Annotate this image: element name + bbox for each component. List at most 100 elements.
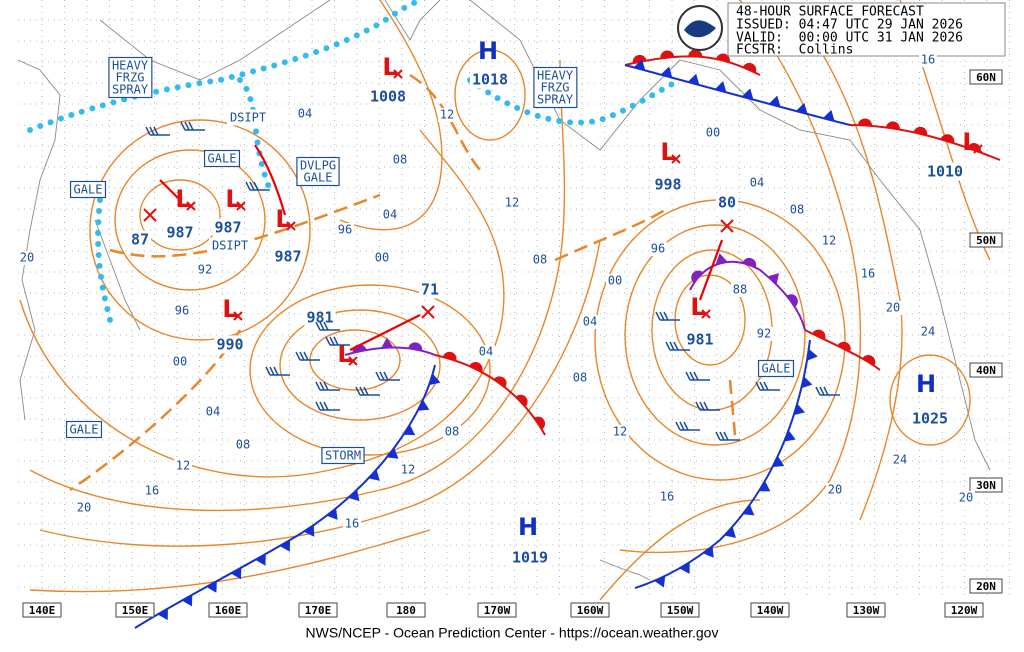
front-symbol [654,575,666,588]
isobar [339,0,443,231]
coast [384,0,441,41]
isobar-label: 12 [401,463,415,477]
center-x [701,309,711,319]
area-label: GALE [65,420,103,439]
center-x [236,201,246,211]
header-forecaster: FCSTR: Collins [736,43,853,58]
isobar-label: 04 [383,208,397,222]
isobar-label: 20 [828,483,842,497]
front-symbol [768,95,781,107]
isobar [19,129,505,478]
area-label-text: DSIPT [212,239,248,253]
front-symbol [837,341,851,352]
trough [554,208,666,262]
isobar-label: 04 [750,176,764,190]
isobar-label-bg [859,267,877,281]
isobar-label-bg [196,263,214,277]
isobar-label: 92 [198,263,212,277]
isobar-label-bg [658,490,676,504]
isobar-label: 16 [660,490,674,504]
area-label-text: HEAVY [537,69,574,83]
center-x [233,311,243,321]
label-bg [272,247,304,266]
label-box [477,602,517,618]
center-symbol: L [275,205,290,233]
isobar-label: 12 [505,196,519,210]
area-label: GALE [757,359,795,378]
isobar [29,529,431,593]
isobar-label: 12 [822,234,836,248]
isobar-label: 08 [236,438,250,452]
label-box [969,477,1003,493]
wind-barb [325,336,350,346]
center-x [143,208,157,222]
wind-barb [755,381,780,391]
center-pressure: 990 [216,336,243,354]
front-symbol [758,481,771,492]
longitude-label: 140W [750,602,790,618]
front-symbol [806,348,818,361]
area-label-text: FRZG [541,81,570,95]
isobar-label: 16 [145,484,159,498]
center-symbol: H [478,37,498,65]
front-symbol [403,424,416,436]
wind-barb [715,431,740,441]
grid [18,0,1010,600]
latitude-label: 60N [969,69,1003,85]
longitude-label: 180 [386,602,426,618]
isobar-label: 08 [393,153,407,167]
latitude-label: 50N [969,232,1003,248]
isobar-label-bg [919,325,937,339]
arrow [349,314,421,351]
center-pressure: 987 [214,219,241,237]
center-pressure: 987 [166,224,193,242]
area-label-text: HEAVY [112,59,149,73]
center-pressure: 1025 [912,410,948,428]
label-box [115,602,155,618]
coast [94,219,141,331]
front-symbol [862,355,876,366]
front-symbol [767,273,780,285]
wind-barb [355,386,380,396]
label-bg [214,335,246,354]
isobar-label-bg [820,234,838,248]
isobar [619,0,862,554]
front-symbol [381,337,394,348]
header-issued: ISSUED: 04:47 UTC 29 JAN 2026 [736,18,963,33]
front-symbol [515,394,528,407]
isobar-label: 96 [651,242,665,256]
wind-barb [245,181,270,191]
pressure-center: 87 [128,208,157,249]
isobar-label: 04 [298,107,312,121]
isobar-label-bg [606,274,624,288]
center-pressure: 1008 [370,88,406,106]
center-pressure: 1018 [472,71,508,89]
latitude-text: 60N [976,71,996,84]
isobar-label: 04 [206,405,220,419]
longitude-text: 170E [305,604,332,617]
pressure-center: H 1018 [469,37,511,89]
center-symbol: L [337,340,352,368]
wind-barb [665,341,690,351]
front-symbol [534,416,546,430]
front-symbol [469,362,483,373]
isobar-label-bg [581,315,599,329]
area-label: STORM [321,446,365,465]
center-symbol: H [518,513,538,541]
isobar-label: 00 [706,126,720,140]
longitude-text: 120W [951,604,978,617]
isobar [889,354,971,446]
isobar-label-bg [443,425,461,439]
center-symbol: L [175,185,190,213]
label-box [846,602,886,618]
isobar [114,149,266,291]
front-symbol [408,342,423,351]
front-symbol [687,73,700,86]
longitude-text: 140W [757,604,784,617]
center-symbol: L [222,295,237,323]
longitude-label: 150E [115,602,155,618]
footer: NWS/NCEP - Ocean Prediction Center - htt… [306,625,719,641]
ice-edge [27,0,683,323]
trough [728,379,737,436]
